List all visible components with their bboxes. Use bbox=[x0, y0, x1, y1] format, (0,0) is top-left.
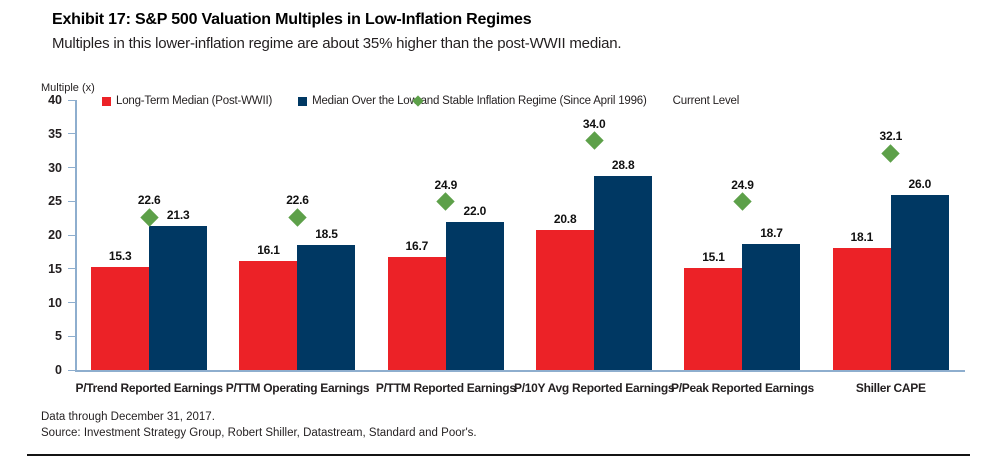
chart-group: 15.1 18.7 24.9 P/Peak Reported Earnings bbox=[668, 100, 816, 395]
y-tick-label: 35 bbox=[48, 126, 62, 141]
category-label: P/Peak Reported Earnings bbox=[671, 381, 814, 395]
y-axis-line bbox=[75, 100, 77, 370]
bar-long-term-median bbox=[684, 268, 743, 370]
y-tick-mark bbox=[68, 335, 75, 337]
exhibit-title: Exhibit 17: S&P 500 Valuation Multiples … bbox=[52, 11, 532, 28]
bar-long-term-median bbox=[387, 257, 446, 370]
category-label: Shiller CAPE bbox=[855, 381, 926, 395]
bar-value-label: 28.8 bbox=[611, 157, 635, 172]
chart-group: 15.3 21.3 22.6 P/Trend Reported Earnings bbox=[75, 100, 224, 395]
current-level-marker bbox=[288, 208, 307, 227]
bar-value-label: 16.7 bbox=[405, 239, 429, 254]
bottom-rule bbox=[27, 454, 970, 456]
category-label: P/TTM Operating Earnings bbox=[225, 381, 370, 395]
y-tick-mark bbox=[68, 234, 75, 236]
current-level-marker bbox=[584, 131, 604, 150]
exhibit-subtitle: Multiples in this lower-inflation regime… bbox=[52, 35, 622, 52]
y-tick-label: 25 bbox=[48, 194, 62, 209]
bar-long-term-median bbox=[239, 261, 298, 370]
y-tick-label: 15 bbox=[48, 261, 62, 276]
chart-group: 16.1 18.5 22.6 P/TTM Operating Earnings bbox=[223, 100, 371, 395]
bar-groups: 15.3 21.3 22.6 P/Trend Reported Earnings 16.… bbox=[75, 100, 965, 396]
legend-item-long-term-median: Long-Term Median (Post-WWII) bbox=[102, 95, 272, 107]
bar-value-label: 26.0 bbox=[908, 176, 932, 191]
current-level-value-label: 24.9 bbox=[731, 177, 754, 192]
category-label: P/Trend Reported Earnings bbox=[75, 381, 224, 395]
bar-value-label: 20.8 bbox=[553, 211, 577, 226]
y-axis-labels: 0 5 10 15 20 25 30 35 40 bbox=[28, 93, 62, 377]
bar-low-inflation-median bbox=[445, 221, 504, 370]
bar-low-inflation-median bbox=[149, 226, 208, 370]
bar-value-label: 18.5 bbox=[315, 227, 338, 242]
y-tick-label: 0 bbox=[55, 363, 62, 377]
red-square-icon bbox=[102, 96, 111, 106]
bar-low-inflation-median bbox=[742, 243, 801, 370]
y-tick-label: 5 bbox=[55, 329, 62, 344]
chart-group: 20.8 28.8 34.0 P/10Y Avg Reported Earnings bbox=[514, 100, 674, 396]
bar-long-term-median bbox=[536, 229, 595, 370]
y-axis-unit-label: Multiple (x) bbox=[41, 82, 95, 94]
legend-item-current-level: Current Level bbox=[412, 95, 740, 107]
bar-low-inflation-median bbox=[890, 194, 949, 370]
bar-value-label: 15.1 bbox=[702, 250, 725, 265]
current-level-marker bbox=[881, 144, 900, 163]
footnote-data-through: Data through December 31, 2017. bbox=[41, 411, 215, 423]
navy-square-icon bbox=[298, 96, 308, 106]
y-tick-label: 30 bbox=[48, 160, 62, 175]
bar-value-label: 22.0 bbox=[463, 203, 487, 218]
y-tick-label: 10 bbox=[48, 295, 62, 310]
y-tick-label: 40 bbox=[48, 93, 62, 107]
legend-label: Current Level bbox=[672, 95, 740, 107]
y-tick-mark bbox=[68, 167, 75, 168]
x-axis-line bbox=[75, 370, 965, 372]
y-tick-mark bbox=[68, 133, 75, 135]
plot-area: 15.3 21.3 22.6 P/Trend Reported Earnings 16.… bbox=[68, 99, 965, 396]
legend-label: Long-Term Median (Post-WWII) bbox=[116, 95, 273, 107]
current-level-value-label: 32.1 bbox=[879, 129, 903, 144]
bar-long-term-median bbox=[832, 247, 891, 370]
current-level-value-label: 24.9 bbox=[434, 177, 458, 192]
y-tick-mark bbox=[68, 200, 75, 202]
chart-group: 18.1 26.0 32.1 Shiller CAPE bbox=[817, 100, 965, 395]
current-level-value-label: 34.0 bbox=[582, 116, 606, 131]
bar-value-label: 21.3 bbox=[166, 208, 190, 223]
legend-label: Median Over the Low and Stable Inflation… bbox=[312, 95, 647, 107]
legend-item-low-inflation-median: Median Over the Low and Stable Inflation… bbox=[298, 95, 647, 107]
current-level-value-label: 22.6 bbox=[286, 193, 309, 208]
current-level-marker bbox=[733, 192, 752, 212]
bar-low-inflation-median bbox=[594, 175, 653, 370]
bar-value-label: 18.7 bbox=[760, 225, 783, 240]
bar-value-label: 15.3 bbox=[108, 248, 132, 263]
bar-value-label: 16.1 bbox=[257, 243, 280, 258]
y-tick-label: 20 bbox=[48, 228, 62, 242]
bar-low-inflation-median bbox=[297, 245, 356, 370]
chart-legend: Long-Term Median (Post-WWII) Median Over… bbox=[102, 95, 739, 107]
chart-group: 16.7 22.0 24.9 P/TTM Reported Earnings bbox=[372, 100, 520, 395]
y-tick-mark bbox=[68, 268, 75, 270]
bar-long-term-median bbox=[91, 266, 150, 370]
footnotes: Data through December 31, 2017. Source: … bbox=[41, 409, 477, 441]
y-tick-mark bbox=[68, 99, 75, 101]
current-level-value-label: 22.6 bbox=[137, 193, 161, 208]
footnote-source: Source: Investment Strategy Group, Rober… bbox=[41, 427, 477, 439]
y-tick-mark bbox=[68, 302, 75, 303]
category-label: P/10Y Avg Reported Earnings bbox=[514, 381, 675, 395]
y-tick-mark bbox=[68, 369, 75, 371]
category-label: P/TTM Reported Earnings bbox=[375, 381, 516, 395]
bar-value-label: 18.1 bbox=[850, 229, 874, 244]
